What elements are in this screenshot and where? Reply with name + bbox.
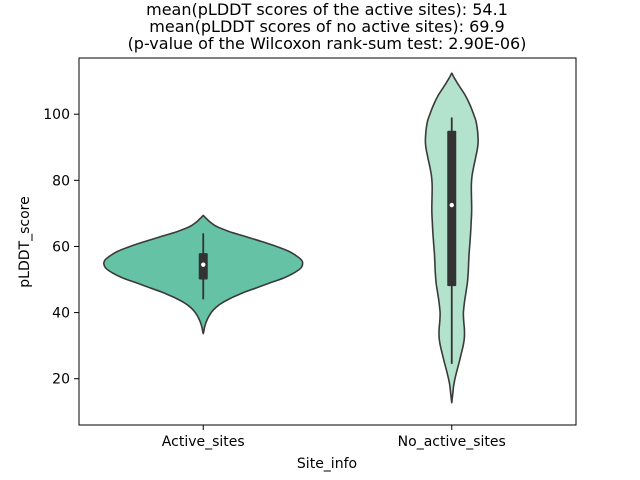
violin-active_sites: [102, 214, 304, 335]
y-tick-label: 20: [52, 372, 70, 388]
violin-no_active_sites: [424, 72, 479, 404]
y-tick-label: 100: [43, 107, 70, 123]
x-axis-ticks: Active_sites No_active_sites: [162, 425, 506, 450]
x-tick-label-active_sites: Active_sites: [162, 434, 245, 450]
x-axis-label: Site_info: [297, 456, 357, 472]
violins-layer: [102, 72, 479, 404]
plot-frame: [78, 57, 577, 426]
x-tick-label-no_active_sites: No_active_sites: [398, 434, 506, 450]
y-axis-ticks: 20 40 60 80 100: [43, 107, 79, 388]
plot-title-line-3: (p-value of the Wilcoxon rank-sum test: …: [128, 34, 527, 53]
y-tick-label: 40: [52, 306, 70, 322]
plot-title-line-2: mean(pLDDT scores of no active sites): 6…: [149, 17, 504, 36]
y-axis-label: pLDDT_score: [17, 196, 33, 287]
median-dot-active_sites: [201, 262, 206, 267]
y-tick-label: 60: [52, 239, 70, 255]
plot-title-line-1: mean(pLDDT scores of the active sites): …: [146, 0, 508, 19]
iqr-box-no_active_sites: [447, 130, 457, 287]
y-tick-label: 80: [52, 173, 70, 189]
median-dot-no_active_sites: [449, 202, 454, 208]
